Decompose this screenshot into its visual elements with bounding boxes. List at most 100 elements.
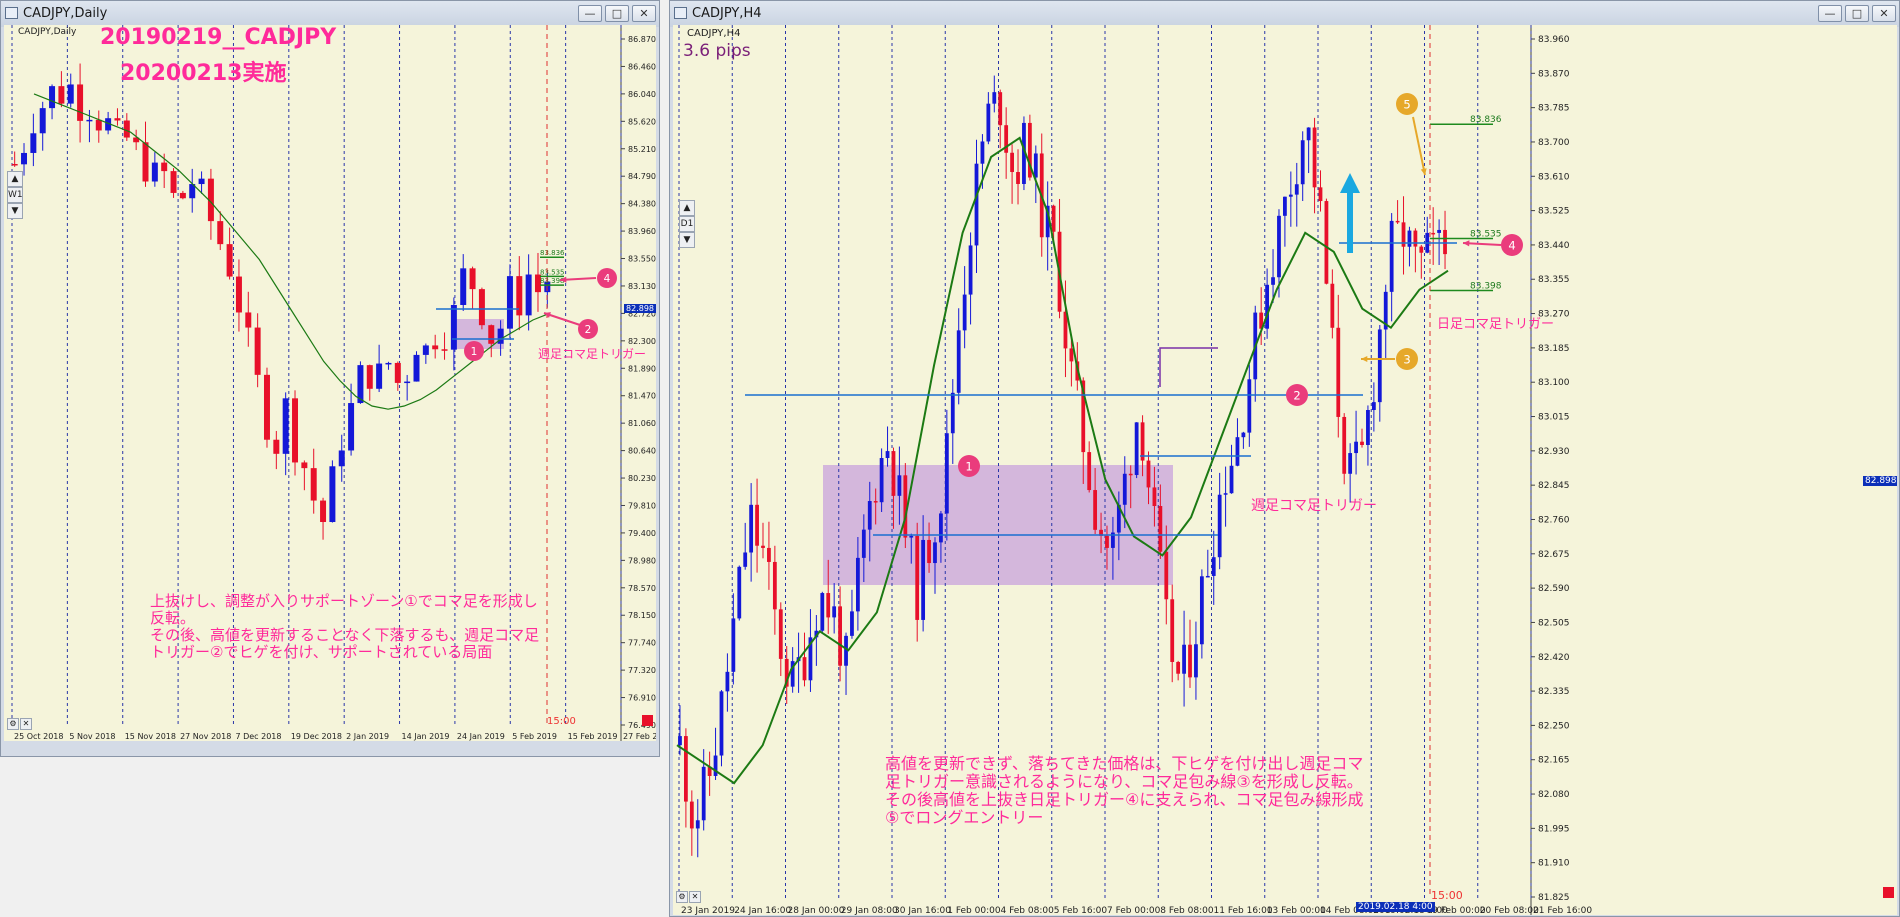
candle-body [179, 192, 186, 199]
candle-body [1087, 452, 1092, 491]
candle-body [1146, 460, 1151, 488]
candle-body [1312, 127, 1317, 188]
time-tick-label: 29 Jan 08:00 [841, 906, 898, 915]
candle-body [832, 606, 837, 618]
candle-body [1022, 122, 1026, 184]
marker-4-circle-label: 4 [1508, 238, 1515, 252]
price-tick-label: 76.910 [628, 694, 656, 703]
price-tick-label: 82.165 [1538, 756, 1570, 766]
candle-body [974, 163, 979, 246]
scroll-up-arrow-icon[interactable]: ▲ [679, 200, 695, 216]
marker-2-arrow-head [544, 312, 551, 318]
marker-1-circle-label: 1 [471, 346, 478, 358]
candle-body [478, 289, 485, 326]
price-tick-label: 82.720 [628, 309, 656, 318]
scroll-down-arrow-icon[interactable]: ▼ [679, 232, 695, 248]
time-tick-label: 24 Jan 16:00 [734, 906, 791, 915]
left-chart-area[interactable]: 86.870 86.460 86.040 85.620 85.210 84.790 84.3… [4, 25, 656, 741]
candle-body [1324, 201, 1329, 284]
price-tick-label: 78.980 [628, 556, 656, 565]
price-tick-label: 83.700 [1538, 138, 1570, 148]
candle-body [767, 547, 771, 562]
right-chart-area[interactable]: 83.960 83.870 83.785 83.700 83.610 83.525 83.4… [673, 25, 1897, 915]
minimize-button[interactable]: — [1818, 5, 1842, 22]
candle-body [39, 108, 46, 134]
candle-body [719, 691, 724, 756]
candle-body [909, 535, 914, 538]
candle-body [939, 513, 943, 543]
candle-body [933, 542, 937, 564]
candle-body [1128, 473, 1133, 476]
price-tick-label: 82.760 [1538, 515, 1570, 525]
candle-body [86, 119, 93, 122]
maximize-button[interactable]: □ [605, 5, 629, 22]
right-time-marker: 15:00 [1431, 889, 1463, 902]
pips-measure-label: 3.6 pips [683, 41, 751, 61]
chart-close-icon[interactable]: ✕ [20, 718, 32, 730]
chart-tools-icon[interactable]: ⚙ [7, 718, 19, 730]
candle-body [1063, 311, 1068, 349]
candle-body [95, 119, 102, 131]
candle-body [1247, 379, 1252, 433]
candle-body [1045, 205, 1050, 238]
candle-body [1366, 409, 1370, 446]
minimize-button[interactable]: — [578, 5, 602, 22]
marker-4-circle [597, 268, 617, 288]
marker-4-arrow-head [560, 276, 567, 283]
chart-close-icon[interactable]: ✕ [689, 891, 701, 903]
candle-body [1217, 494, 1222, 558]
candle-body [713, 755, 718, 776]
marker-3-circle-label: 3 [1403, 352, 1410, 366]
price-tick-label: 86.460 [628, 62, 656, 71]
candle-body [133, 137, 140, 143]
marker-1-circle-label: 1 [965, 459, 972, 473]
candle-body [1033, 153, 1038, 178]
chart-tools-icon[interactable]: ⚙ [676, 891, 688, 903]
candle-body [357, 365, 364, 404]
price-tick-label: 81.890 [628, 364, 656, 373]
marker-5-circle-label: 5 [1403, 97, 1410, 111]
time-tick-label: 11 Feb 16:00 [1214, 906, 1273, 915]
candle-body [1271, 277, 1275, 285]
close-button[interactable]: ✕ [1872, 5, 1896, 22]
candle-body [1277, 215, 1281, 278]
candle-body [1437, 229, 1442, 233]
price-tick-label: 82.335 [1538, 687, 1570, 697]
price-tick-label: 81.825 [1538, 893, 1570, 903]
timeframe-button[interactable]: W1 [7, 187, 23, 203]
candle-body [731, 618, 736, 672]
time-tick-label: 27 Nov 2018 [180, 732, 231, 741]
left-titlebar[interactable]: CADJPY,Daily — □ ✕ [1, 1, 659, 27]
candle-body [891, 451, 896, 496]
price-tick-label: 80.230 [628, 474, 656, 483]
candle-body [1069, 348, 1074, 362]
candle-body [986, 103, 991, 142]
candle-body [1342, 416, 1347, 474]
candle-body [1116, 504, 1121, 533]
candle-body [1016, 172, 1020, 184]
moving-average-line [676, 136, 1449, 785]
maximize-button[interactable]: □ [1845, 5, 1869, 22]
candle-body [784, 658, 789, 687]
candle-body [678, 736, 682, 746]
candle-body [30, 133, 37, 153]
candle-body [1413, 230, 1418, 247]
timeframe-button[interactable]: D1 [679, 216, 695, 232]
scroll-up-arrow-icon[interactable]: ▲ [7, 171, 23, 187]
price-tick-label: 86.870 [628, 35, 656, 44]
price-tick-label: 83.785 [1538, 104, 1570, 114]
candle-body [1170, 599, 1175, 662]
close-button[interactable]: ✕ [632, 5, 656, 22]
candle-body [348, 403, 355, 451]
scroll-down-arrow-icon[interactable]: ▼ [7, 203, 23, 219]
price-tick-label: 86.040 [628, 90, 656, 99]
trigger-level-label: 83.836 [1470, 115, 1502, 125]
candle-body [1407, 230, 1412, 247]
price-tick-label: 83.100 [1538, 378, 1570, 388]
candle-body [385, 362, 392, 365]
right-titlebar[interactable]: CADJPY,H4 — □ ✕ [670, 1, 1899, 27]
left-heading-line1: 20190219__CADJPY [100, 25, 337, 50]
marker-4-circle [1501, 234, 1523, 256]
new-order-icon [1883, 887, 1894, 898]
time-tick-label: 24 Jan 2019 [457, 732, 505, 741]
